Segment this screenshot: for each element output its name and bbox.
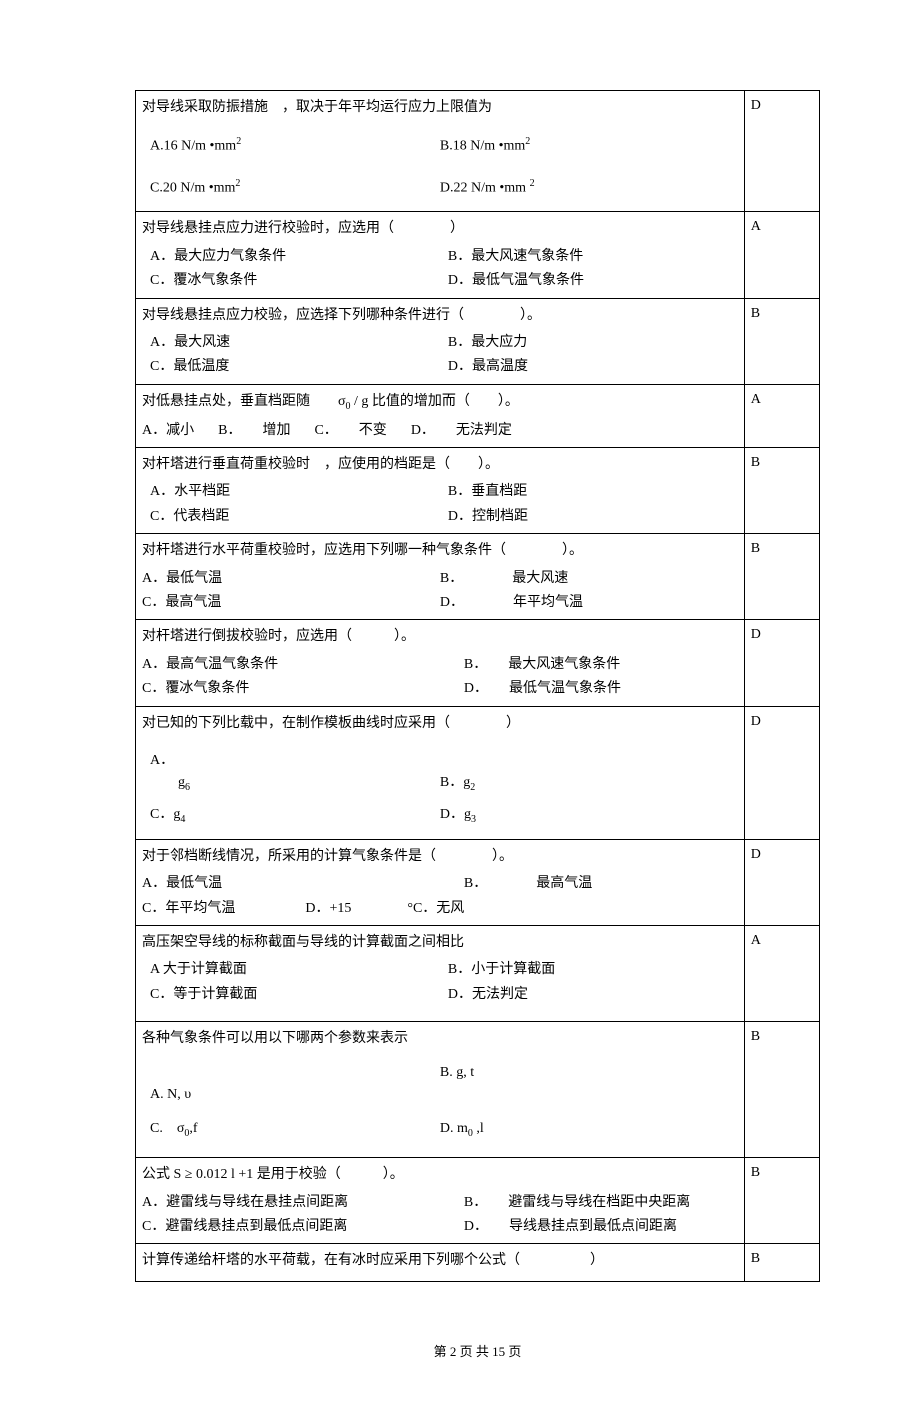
question-cell: 对导线悬挂点应力进行校验时，应选用（ ） A．最大应力气象条件B．最大风速气象条件… [136,212,745,298]
option: C．覆冰气象条件 [142,677,440,701]
option-line: A．减小B． 增加C． 不变D． 无法判定 [142,419,738,443]
question-cell: 高压架空导线的标称截面与导线的计算截面之间相比 A 大于计算截面B．小于计算截面C… [136,926,745,1022]
question-text: 计算传递给杆塔的水平荷载，在有冰时应采用下列哪个公式（ ） [142,1250,738,1272]
option: D．无法判定 [440,983,738,1007]
answer-cell: B [744,1158,819,1244]
option: B．垂直档距 [440,480,738,504]
option: D． 导线悬挂点到最低点间距离 [440,1215,738,1239]
option: C．避雷线悬挂点到最低点间距离 [142,1215,440,1239]
question-row: 高压架空导线的标称截面与导线的计算截面之间相比 A 大于计算截面B．小于计算截面C… [136,926,820,1022]
page-footer: 第 2 页 共 15 页 [135,1342,820,1363]
question-cell: 对杆塔进行倒拔校验时，应选用（ ）。 A．最高气温气象条件B． 最大风速气象条件C… [136,620,745,706]
question-text: 各种气象条件可以用以下哪两个参数来表示 [142,1028,738,1050]
answer-cell: B [744,448,819,534]
question-row: 对低悬挂点处，垂直档距随 σ0 / g 比值的增加而（ ）。 A．减小B． 增加C… [136,384,820,447]
answer-cell: B [744,298,819,384]
question-text: 对导线悬挂点应力进行校验时，应选用（ ） [142,218,738,240]
option: D． 最低气温气象条件 [440,677,738,701]
question-text: 公式 S ≥ 0.012 l +1 是用于校验（ ）。 [142,1164,738,1186]
option: C．g4 [142,803,440,829]
option: D．最低气温气象条件 [440,269,738,293]
option: A．最低气温 [142,567,440,591]
option: B．小于计算截面 [440,958,738,982]
question-row: 对导线悬挂点应力校验，应选择下列哪种条件进行（ ）。 A．最大风速B．最大应力C．… [136,298,820,384]
option: D．控制档距 [440,505,738,529]
question-text: 对杆塔进行垂直荷重校验时 ，应使用的档距是（ ）。 [142,454,738,476]
option: B．最大风速气象条件 [440,245,738,269]
question-row: 对已知的下列比载中，在制作模板曲线时应采用（ ） A． g6B．g2C．g4D．g… [136,706,820,839]
answer-cell: A [744,384,819,447]
option: A．最大应力气象条件 [142,245,440,269]
option: C．最高气温 [142,591,440,615]
question-row: 对导线悬挂点应力进行校验时，应选用（ ） A．最大应力气象条件B．最大风速气象条件… [136,212,820,298]
question-cell: 对杆塔进行垂直荷重校验时 ，应使用的档距是（ ）。 A．水平档距B．垂直档距C．代… [136,448,745,534]
option: B．g2 [440,749,738,797]
question-row: 公式 S ≥ 0.012 l +1 是用于校验（ ）。 A．避雷线与导线在悬挂点间… [136,1158,820,1244]
option: C. σ0,f [142,1117,440,1143]
answer-cell: D [744,620,819,706]
option: A．水平档距 [142,480,440,504]
question-cell: 计算传递给杆塔的水平荷载，在有冰时应采用下列哪个公式（ ） [136,1244,745,1281]
question-row: 计算传递给杆塔的水平荷载，在有冰时应采用下列哪个公式（ ） B [136,1244,820,1281]
option: A． g6 [142,749,440,797]
option: C.20 N/m •mm2 [142,175,440,201]
option: C．代表档距 [142,505,440,529]
option: B.18 N/m •mm2 [440,133,738,159]
option: B． 最高气温 [440,872,738,896]
answer-cell: D [744,706,819,839]
question-cell: 对杆塔进行水平荷重校验时，应选用下列哪一种气象条件（ ）。 A．最低气温B． 最大… [136,534,745,620]
option: B．最大应力 [440,331,738,355]
question-text: 对已知的下列比载中，在制作模板曲线时应采用（ ） [142,713,738,735]
option: B． 最大风速 [440,567,738,591]
question-cell: 对导线采取防振措施 ，取决于年平均运行应力上限值为 A.16 N/m •mm2B.… [136,91,745,212]
option: A．避雷线与导线在悬挂点间距离 [142,1191,440,1215]
answer-cell: D [744,91,819,212]
answer-cell: B [744,1244,819,1281]
question-text: 对杆塔进行倒拔校验时，应选用（ ）。 [142,626,738,648]
option: D．最高温度 [440,355,738,379]
answer-cell: B [744,1022,819,1158]
question-text: 对于邻档断线情况，所采用的计算气象条件是（ ）。 [142,846,738,868]
answer-cell: A [744,926,819,1022]
option: D. m0 ,l [440,1117,738,1143]
option: D.22 N/m •mm 2 [440,175,738,201]
question-cell: 各种气象条件可以用以下哪两个参数来表示 A. N, υB. g, tC. σ0,f… [136,1022,745,1158]
option: A 大于计算截面 [142,958,440,982]
option: A．最大风速 [142,331,440,355]
option: A．最低气温 [142,872,440,896]
option: C．覆冰气象条件 [142,269,440,293]
question-row: 对杆塔进行倒拔校验时，应选用（ ）。 A．最高气温气象条件B． 最大风速气象条件C… [136,620,820,706]
option: D． 年平均气温 [440,591,738,615]
exam-table: 对导线采取防振措施 ，取决于年平均运行应力上限值为A.16 N/m •mm2B.… [135,90,820,1282]
question-row: 对导线采取防振措施 ，取决于年平均运行应力上限值为 A.16 N/m •mm2B.… [136,91,820,212]
option: A.16 N/m •mm2 [142,133,440,159]
option: A. N, υ [142,1061,440,1108]
question-cell: 对已知的下列比载中，在制作模板曲线时应采用（ ） A． g6B．g2C．g4D．g… [136,706,745,839]
option: D．g3 [440,803,738,829]
question-row: 各种气象条件可以用以下哪两个参数来表示 A. N, υB. g, tC. σ0,f… [136,1022,820,1158]
option: B. g, t [440,1061,738,1108]
question-text: 对杆塔进行水平荷重校验时，应选用下列哪一种气象条件（ ）。 [142,540,738,562]
question-text: 对导线悬挂点应力校验，应选择下列哪种条件进行（ ）。 [142,305,738,327]
question-text: 高压架空导线的标称截面与导线的计算截面之间相比 [142,932,738,954]
question-text: 对导线采取防振措施 ，取决于年平均运行应力上限值为 [142,97,738,119]
option: C．年平均气温D．+15 °C．无风 [142,897,738,921]
option: C．最低温度 [142,355,440,379]
page: 对导线采取防振措施 ，取决于年平均运行应力上限值为A.16 N/m •mm2B.… [0,0,920,1403]
question-cell: 对于邻档断线情况，所采用的计算气象条件是（ ）。 A．最低气温B． 最高气温C．年… [136,839,745,925]
answer-cell: A [744,212,819,298]
option: C．等于计算截面 [142,983,440,1007]
option: B． 避雷线与导线在档距中央距离 [440,1191,738,1215]
option: B． 最大风速气象条件 [440,653,738,677]
question-cell: 对导线悬挂点应力校验，应选择下列哪种条件进行（ ）。 A．最大风速B．最大应力C．… [136,298,745,384]
answer-cell: B [744,534,819,620]
question-cell: 对低悬挂点处，垂直档距随 σ0 / g 比值的增加而（ ）。 A．减小B． 增加C… [136,384,745,447]
option: A．最高气温气象条件 [142,653,440,677]
question-row: 对杆塔进行垂直荷重校验时 ，应使用的档距是（ ）。 A．水平档距B．垂直档距C．代… [136,448,820,534]
question-row: 对杆塔进行水平荷重校验时，应选用下列哪一种气象条件（ ）。 A．最低气温B． 最大… [136,534,820,620]
question-cell: 公式 S ≥ 0.012 l +1 是用于校验（ ）。 A．避雷线与导线在悬挂点间… [136,1158,745,1244]
answer-cell: D [744,839,819,925]
question-text: 对低悬挂点处，垂直档距随 σ0 / g 比值的增加而（ ）。 [142,391,738,415]
question-row: 对于邻档断线情况，所采用的计算气象条件是（ ）。 A．最低气温B． 最高气温C．年… [136,839,820,925]
